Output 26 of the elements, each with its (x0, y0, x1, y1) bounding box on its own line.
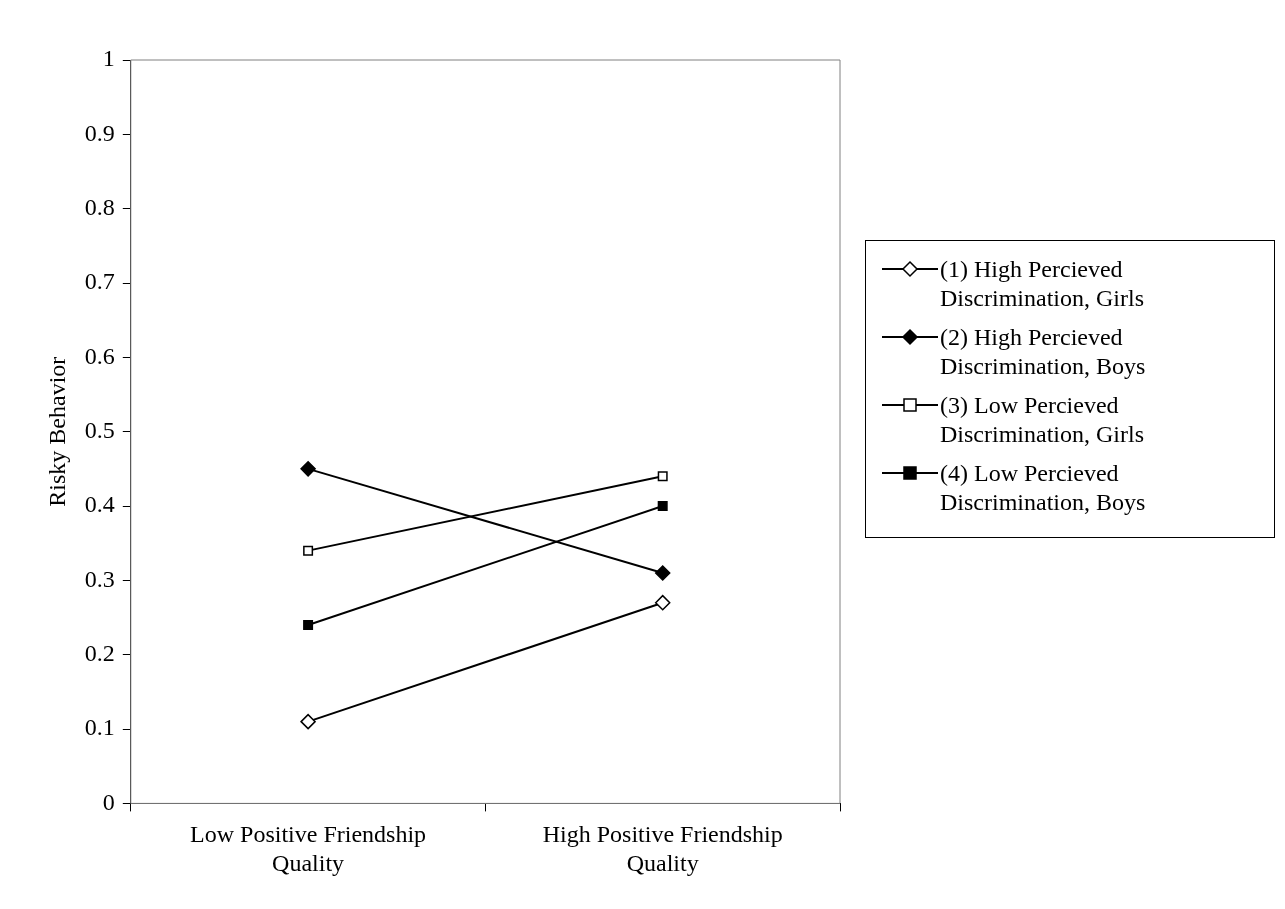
y-tick-label: 0.4 (84, 491, 115, 518)
y-tick-label: 0.9 (84, 119, 115, 146)
point (303, 545, 314, 556)
point (657, 501, 668, 512)
y-tick-label: 0.7 (84, 268, 115, 295)
legend-label: (3) Low Percieved Discrimination, Girls (940, 391, 1145, 449)
y-tick-label: 0.8 (84, 193, 115, 220)
y-tick-label: 0.2 (84, 640, 115, 667)
y-tick-label: 1 (102, 45, 115, 72)
y-axis-title: Risky Behavior (43, 356, 70, 507)
y-tick-label: 0.5 (84, 417, 115, 443)
x-tick-label: High Positive Friendship Quality (542, 821, 783, 876)
y-tick-label: 0.1 (84, 714, 115, 741)
legend-label: (1) High Percieved Discrimination, Girls (940, 255, 1145, 313)
legend-label: (2) High Percieved Discrimination, Boys (940, 323, 1147, 381)
y-tick-label: 0 (102, 788, 115, 815)
point (654, 565, 671, 581)
point (300, 461, 316, 477)
y-tick-label: 0.3 (84, 565, 115, 592)
point (303, 619, 314, 630)
point (300, 713, 316, 730)
point (654, 594, 671, 611)
point (657, 471, 668, 482)
legend-label: (4) Low Percieved Discrimination, Boys (940, 459, 1147, 517)
x-tick-label: Low Positive Friendship Quality (190, 821, 427, 876)
y-tick-label: 0.6 (84, 342, 115, 369)
